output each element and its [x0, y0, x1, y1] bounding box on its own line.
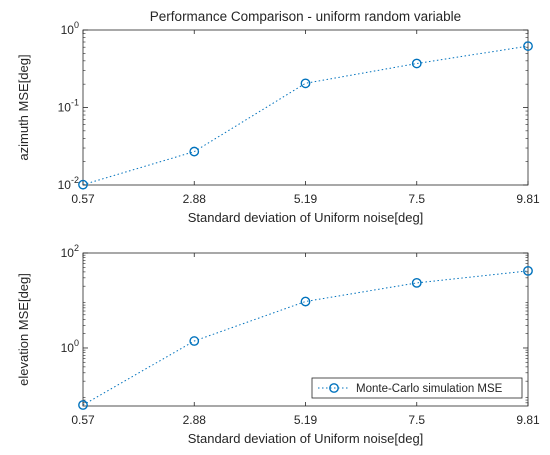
data-point-marker: [411, 277, 422, 288]
chart-title: Performance Comparison - uniform random …: [150, 9, 461, 24]
x-tick-label: 7.5: [408, 413, 425, 427]
x-tick-label: 9.81: [516, 192, 540, 206]
y-tick-label: 10-1: [58, 98, 79, 115]
x-tick-label: 7.5: [408, 192, 425, 206]
data-point-marker: [78, 179, 88, 190]
legend: Monte-Carlo simulation MSE: [311, 377, 523, 399]
legend-marker-swatch: [329, 383, 339, 393]
data-point-marker: [300, 296, 311, 307]
data-point-marker: [411, 58, 422, 69]
legend-box: [311, 377, 523, 399]
data-point-marker: [523, 41, 533, 51]
y-tick-label: 102: [61, 243, 79, 260]
x-tick-label: 0.57: [71, 192, 95, 206]
x-tick-label: 9.81: [516, 413, 540, 427]
y-tick-label: 100: [61, 20, 79, 37]
chart-2: 0.57 2.88 5.19 7.5 9.81 100 102 Standard deviat…: [16, 243, 540, 446]
y-axis-label: azimuth MSE[deg]: [16, 54, 31, 160]
y-tick-label: 10-2: [58, 175, 79, 192]
x-tick-label: 2.88: [183, 192, 207, 206]
x-axis-label: Standard deviation of Uniform noise[deg]: [188, 431, 424, 446]
data-point-marker: [523, 265, 533, 276]
series-line: [82, 270, 529, 406]
data-point-marker: [189, 336, 200, 346]
data-point-marker: [189, 146, 200, 157]
chart-1: 0.57 2.88 5.19 7.5 9.81 10-2 10-1 100 Performanc…: [16, 9, 540, 225]
data-point-marker: [300, 78, 311, 89]
series-line: [82, 45, 529, 186]
x-tick-label: 2.88: [183, 413, 207, 427]
y-axis-label: elevation MSE[deg]: [16, 273, 31, 386]
plot-area-frame: [82, 29, 529, 186]
x-axis-label: Standard deviation of Uniform noise[deg]: [188, 210, 424, 225]
x-tick-label: 5.19: [294, 413, 318, 427]
x-tick-label: 5.19: [294, 192, 318, 206]
x-tick-label: 0.57: [71, 413, 95, 427]
y-tick-label: 100: [61, 338, 79, 355]
data-point-marker: [78, 400, 88, 410]
legend-entry-label: Monte-Carlo simulation MSE: [356, 383, 503, 395]
